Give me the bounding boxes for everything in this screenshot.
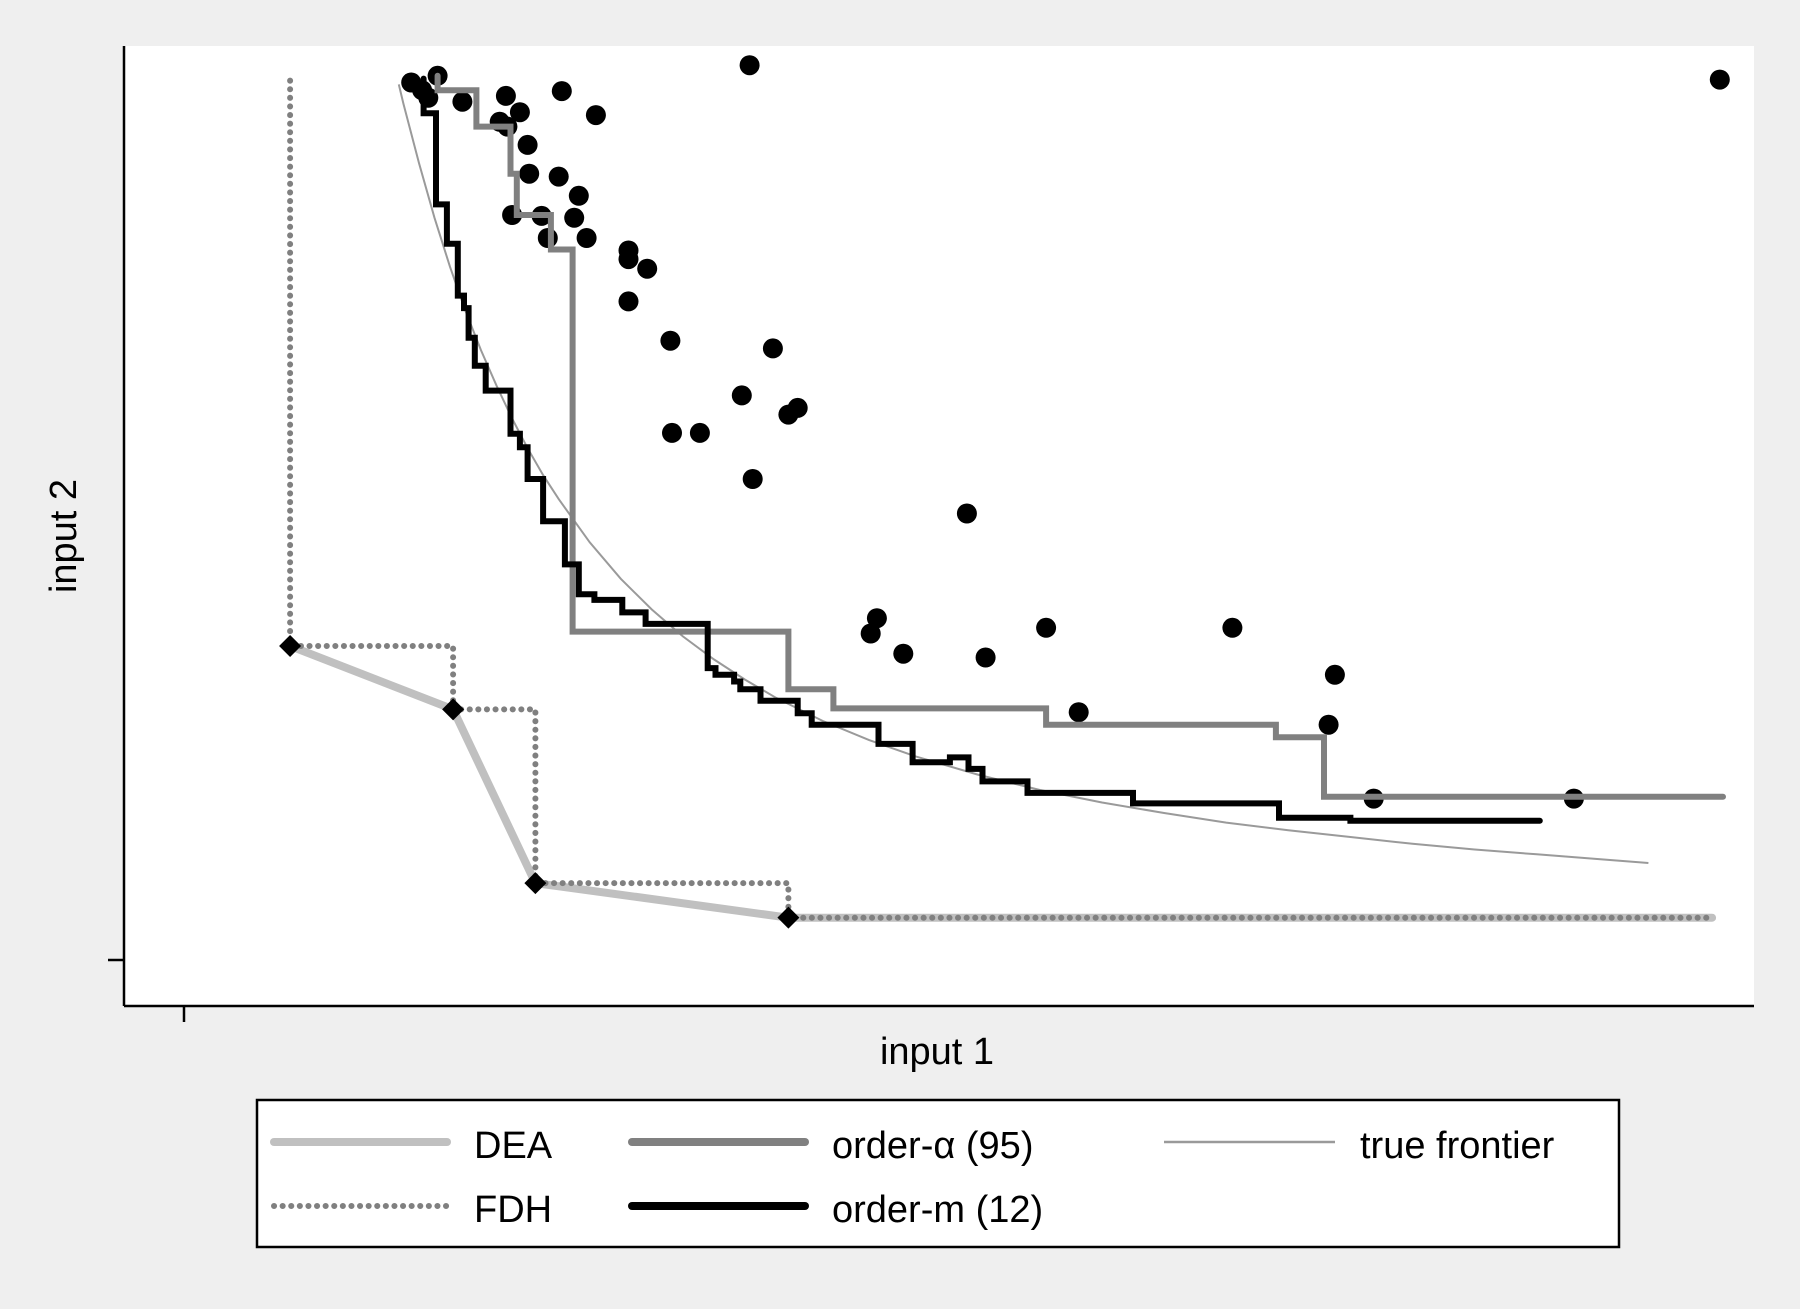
data-point (618, 240, 639, 261)
legend-label-fdh: FDH (474, 1189, 552, 1231)
data-point (568, 185, 589, 206)
fdh-layer (279, 77, 1716, 929)
fdh-vertex-marker (279, 635, 302, 657)
data-point (576, 228, 597, 248)
data-point (637, 258, 658, 279)
data-point (1318, 714, 1339, 735)
data-point (564, 207, 585, 228)
data-point (509, 102, 530, 123)
data-point (662, 422, 682, 443)
legend-box (255, 1098, 1621, 1249)
data-point (893, 643, 914, 664)
data-point (1324, 664, 1345, 685)
order-alpha-line (434, 72, 1726, 800)
data-point (956, 503, 977, 524)
plot-area (124, 46, 1754, 1006)
data-point (739, 55, 760, 76)
legend: DEA FDH order-α (95) order-m (12) true f… (255, 1098, 1621, 1249)
data-point (762, 338, 783, 359)
data-point (585, 105, 606, 126)
data-point (517, 134, 538, 155)
data-point (689, 422, 710, 443)
legend-label-dea: DEA (474, 1125, 553, 1167)
fdh-vertex-marker (442, 698, 465, 721)
order-m-layer (420, 75, 1543, 824)
true-frontier-line (397, 84, 1649, 864)
data-point (660, 330, 681, 351)
data-point (860, 623, 881, 644)
axes (108, 46, 1754, 1022)
data-point (551, 81, 572, 102)
order-m-line (420, 75, 1543, 824)
data-point (742, 469, 763, 489)
data-point (975, 647, 996, 668)
data-point (731, 385, 752, 406)
data-point (1068, 702, 1089, 723)
x-axis-label: input 1 (880, 1031, 994, 1073)
fdh-vertex-marker (524, 872, 547, 895)
data-point (618, 291, 639, 312)
order-alpha-layer (434, 72, 1726, 800)
data-point (548, 166, 569, 187)
y-axis-label: input 2 (43, 479, 85, 593)
data-point (1222, 617, 1243, 638)
fdh-vertex-marker (777, 906, 800, 929)
data-point (452, 91, 473, 112)
fdh-line (287, 77, 1716, 921)
legend-label-order-alpha: order-α (95) (832, 1125, 1033, 1167)
data-point (519, 163, 540, 184)
data-point (1709, 69, 1730, 90)
legend-label-order-m: order-m (12) (832, 1189, 1043, 1231)
data-point (495, 85, 516, 106)
data-point (1036, 617, 1057, 638)
legend-label-true-frontier: true frontier (1360, 1125, 1555, 1167)
data-point (866, 608, 887, 629)
data-point (537, 228, 558, 248)
true-frontier-layer (397, 84, 1649, 864)
data-point (787, 397, 808, 418)
